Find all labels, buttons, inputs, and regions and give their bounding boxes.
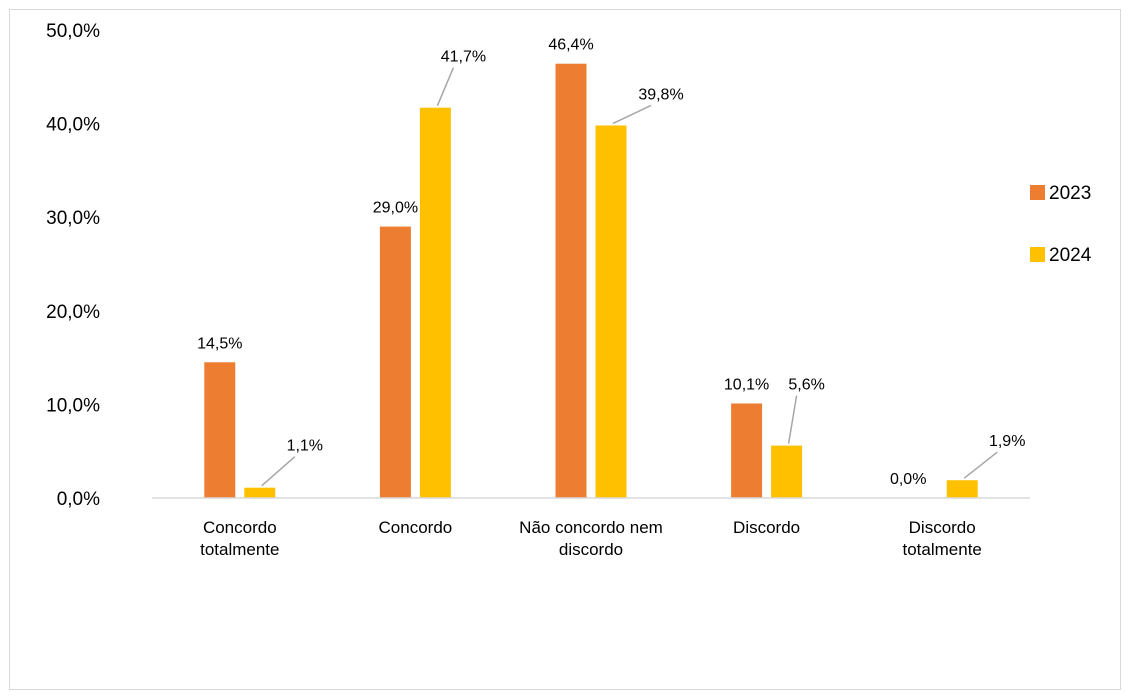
data-label-2024-1: 41,7% [441, 49, 486, 66]
data-label-2024-0: 1,1% [287, 438, 323, 455]
leader-line-3 [787, 395, 798, 444]
y-tick-label: 10,0% [46, 395, 100, 416]
leader-line-1 [436, 67, 455, 106]
bar-2023-0 [204, 362, 236, 498]
x-tick-label: discordo [559, 540, 623, 559]
data-label-2023-0: 14,5% [197, 335, 242, 352]
x-axis-labels: Concordo totalmente Concordo Não concordo n… [200, 518, 982, 559]
y-tick-label: 20,0% [46, 302, 100, 323]
data-label-2023-4: 0,0% [890, 471, 926, 488]
bar-2024-2 [595, 125, 627, 499]
bar-2024-0 [244, 487, 276, 498]
data-label-2024-2: 39,8% [638, 86, 683, 103]
data-label-2023-2: 46,4% [548, 37, 593, 54]
x-tick-label: Não concordo nem [519, 518, 663, 537]
bar-2024-1 [419, 107, 451, 499]
leader-lines [261, 67, 998, 487]
bar-2023-2 [555, 63, 587, 499]
leader-line-4 [963, 451, 998, 479]
y-axis-labels: 0,0% 10,0% 20,0% 30,0% 40,0% 50,0% [46, 21, 100, 510]
legend-swatch-2023 [1030, 185, 1045, 200]
y-tick-label: 50,0% [46, 21, 100, 42]
legend-swatch-2024 [1030, 247, 1045, 262]
bar-2023-1 [379, 226, 411, 498]
bar-2024-3 [771, 445, 803, 498]
x-tick-label: Concordo [379, 518, 453, 537]
y-tick-label: 40,0% [46, 115, 100, 136]
bar-2024-4 [946, 480, 978, 498]
y-tick-label: 30,0% [46, 208, 100, 229]
leader-line-0 [261, 456, 296, 487]
bars [204, 63, 978, 499]
x-tick-label: totalmente [903, 540, 982, 559]
data-label-2024-4: 1,9% [989, 433, 1025, 450]
data-label-2023-3: 10,1% [724, 376, 769, 393]
data-label-2024-3: 5,6% [788, 377, 824, 394]
leader-line-2 [612, 104, 652, 125]
x-tick-label: Discordo [909, 518, 976, 537]
bar-2023-3 [731, 403, 763, 498]
legend-label-2023: 2023 [1049, 183, 1091, 204]
x-tick-label: Discordo [733, 518, 800, 537]
x-tick-label: Concordo [203, 518, 277, 537]
legend-label-2024: 2024 [1049, 245, 1092, 266]
x-tick-label: totalmente [200, 540, 279, 559]
data-labels: 14,5% 1,1% 29,0% 41,7% 46,4% 39,8% 10,1% 5,6% 0,… [197, 37, 1025, 488]
data-label-2023-1: 29,0% [373, 200, 418, 217]
legend: 2023 2024 [1030, 183, 1092, 266]
y-tick-label: 0,0% [57, 489, 100, 510]
